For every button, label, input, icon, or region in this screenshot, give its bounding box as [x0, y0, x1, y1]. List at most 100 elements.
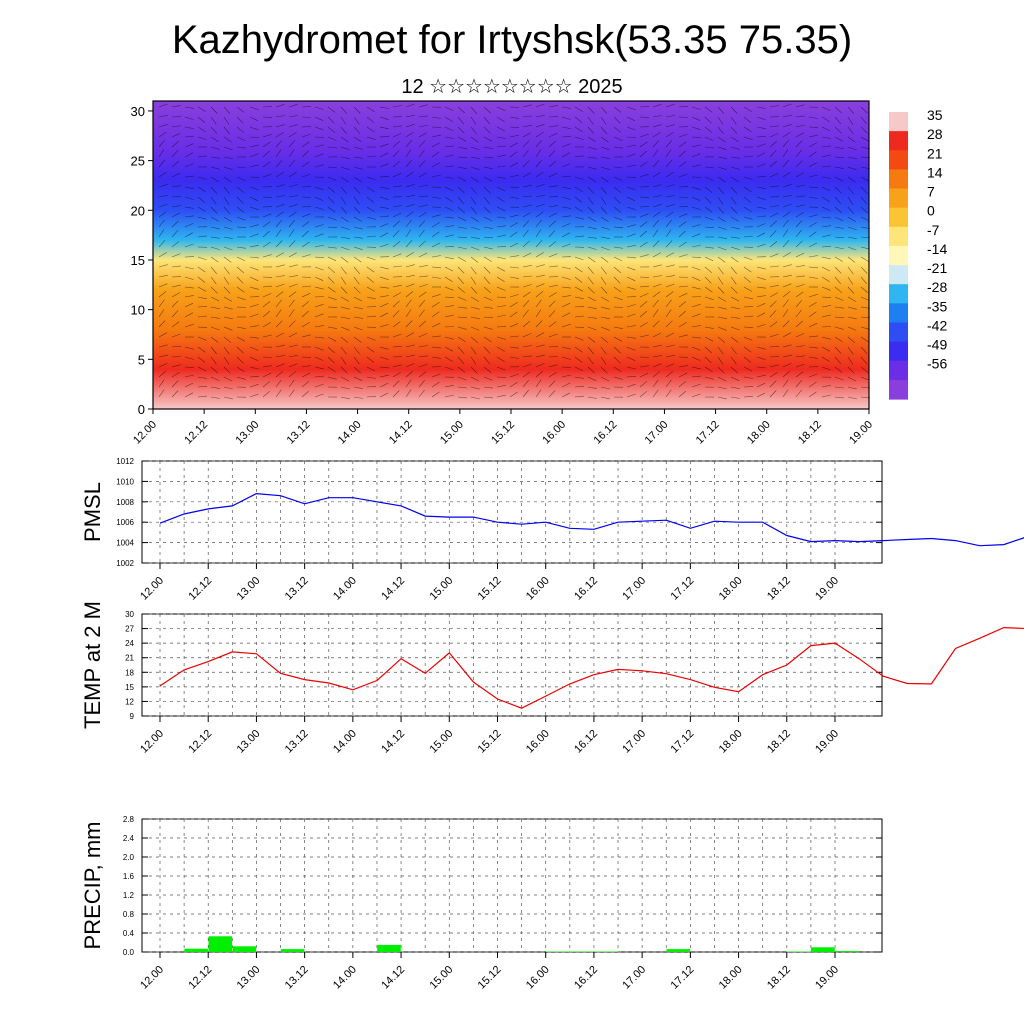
precip-bar: [208, 936, 233, 952]
colorbar-segment: [889, 112, 908, 132]
x-tick-label: 15.00: [427, 964, 455, 992]
colorbar-label: -28: [927, 279, 947, 295]
y-tick-label: 30: [125, 610, 134, 619]
x-tick-label: 18.00: [717, 964, 745, 992]
precip-bar: [835, 951, 859, 952]
x-tick-label: 19.00: [813, 728, 841, 756]
x-tick-label: 17.12: [669, 728, 697, 756]
colorbar-segment: [889, 379, 908, 400]
x-tick-label: 13.00: [235, 964, 263, 992]
x-tick-label: 19.00: [847, 419, 875, 447]
y-tick-label: 2.4: [123, 834, 135, 843]
colorbar-label: -21: [927, 260, 947, 276]
precip-bar: [594, 951, 618, 952]
x-tick-label: 17.12: [669, 964, 697, 992]
precip-bar: [666, 949, 691, 952]
x-tick-label: 16.12: [591, 419, 619, 447]
y-tick-label: 1010: [116, 477, 134, 486]
x-tick-label: 14.12: [379, 728, 407, 756]
colorbar-label: 0: [927, 203, 935, 219]
y-tick-label: 1.2: [123, 891, 135, 900]
colorbar-label: 7: [927, 184, 935, 200]
precip-bar: [546, 951, 570, 952]
y-tick-label: 10: [131, 303, 145, 318]
y-tick-label: 15: [125, 683, 134, 692]
x-tick-label: 15.00: [427, 728, 455, 756]
y-tick-label: 27: [125, 625, 134, 634]
temp-panel-frame: [141, 613, 883, 717]
y-tick-label: 1008: [116, 498, 134, 507]
y-tick-label: 1002: [116, 559, 134, 568]
x-tick-label: 16.00: [540, 419, 568, 447]
colorbar-label: 28: [927, 126, 943, 142]
x-tick-label: 12.00: [138, 728, 166, 756]
x-tick-label: 16.12: [572, 964, 600, 992]
wind-barbs: [158, 103, 871, 400]
precip-bar: [377, 944, 401, 952]
pmsl-panel-frame: [141, 460, 883, 564]
x-tick-label: 13.12: [283, 964, 311, 992]
colorbar: 35 28 21 14 7 0 -7 -14 -21 -28 -35 -42 -49 -56: [889, 107, 947, 400]
y-tick-label: 21: [125, 654, 134, 663]
x-tick-label: 14.12: [387, 419, 415, 447]
x-tick-label: 15.00: [438, 419, 466, 447]
x-tick-label: 17.00: [620, 964, 648, 992]
x-tick-label: 18.00: [717, 728, 745, 756]
x-tick-label: 16.12: [572, 575, 600, 603]
x-tick-label: 12.12: [182, 419, 210, 447]
x-tick-label: 16.00: [524, 728, 552, 756]
x-tick-label: 15.12: [476, 728, 504, 756]
precip-bar: [232, 946, 257, 952]
colorbar-label: -7: [927, 222, 940, 238]
x-tick-label: 17.12: [669, 575, 697, 603]
precip-panel-grid: [142, 818, 882, 953]
cross-section-heatmap: 0 5 10 15 20 25 30 12.00 12.12 13.00 13.12 14.00 14.…: [131, 100, 875, 447]
x-tick-label: 17.12: [694, 419, 722, 447]
colorbar-segment: [889, 207, 908, 228]
x-tick-label: 17.00: [620, 728, 648, 756]
chart-title: Kazhydromet for Irtyshsk(53.35 75.35): [171, 18, 853, 62]
heatmap-field: [153, 101, 869, 409]
y-tick-label: 5: [138, 352, 145, 367]
x-tick-label: 15.00: [427, 575, 455, 603]
x-tick-label: 14.12: [379, 964, 407, 992]
x-tick-label: 19.00: [813, 964, 841, 992]
colorbar-segment: [889, 284, 908, 304]
colorbar-segment: [889, 226, 908, 247]
colorbar-label: 35: [927, 107, 943, 123]
temp-panel: 9 12 15 18 21 24 27 30 12.00 12.12 13.00 13.12 14.00…: [80, 601, 1024, 756]
colorbar-label: -14: [927, 241, 947, 257]
x-tick-label: 12.12: [186, 728, 214, 756]
y-tick-label: 0.4: [123, 929, 135, 938]
x-tick-label: 18.00: [717, 575, 745, 603]
x-tick-label: 13.12: [283, 728, 311, 756]
x-tick-label: 12.00: [138, 964, 166, 992]
colorbar-segment: [889, 322, 908, 343]
colorbar-segment: [889, 265, 908, 285]
x-tick-label: 12.12: [186, 964, 214, 992]
x-tick-label: 13.00: [233, 419, 261, 447]
precip-panel-frame: [141, 818, 883, 953]
x-tick-label: 14.00: [331, 964, 359, 992]
colorbar-segment: [889, 188, 908, 209]
colorbar-label: 21: [927, 145, 943, 161]
colorbar-segment: [889, 360, 908, 381]
x-tick-label: 13.00: [235, 575, 263, 603]
y-tick-label: 1006: [116, 518, 134, 527]
y-tick-label: 0: [138, 402, 145, 417]
y-tick-label: 15: [131, 253, 145, 268]
x-tick-label: 12.00: [131, 419, 159, 447]
x-tick-label: 19.00: [813, 575, 841, 603]
colorbar-label: -56: [927, 356, 947, 372]
y-tick-label: 9: [130, 712, 135, 721]
colorbar-segment: [889, 341, 908, 362]
colorbar-segment: [889, 150, 908, 170]
x-tick-label: 16.00: [524, 964, 552, 992]
y-tick-label: 1004: [116, 539, 134, 548]
x-tick-label: 12.00: [138, 575, 166, 603]
colorbar-segment: [889, 303, 908, 324]
x-tick-label: 15.12: [489, 419, 517, 447]
x-tick-label: 18.12: [796, 419, 824, 447]
